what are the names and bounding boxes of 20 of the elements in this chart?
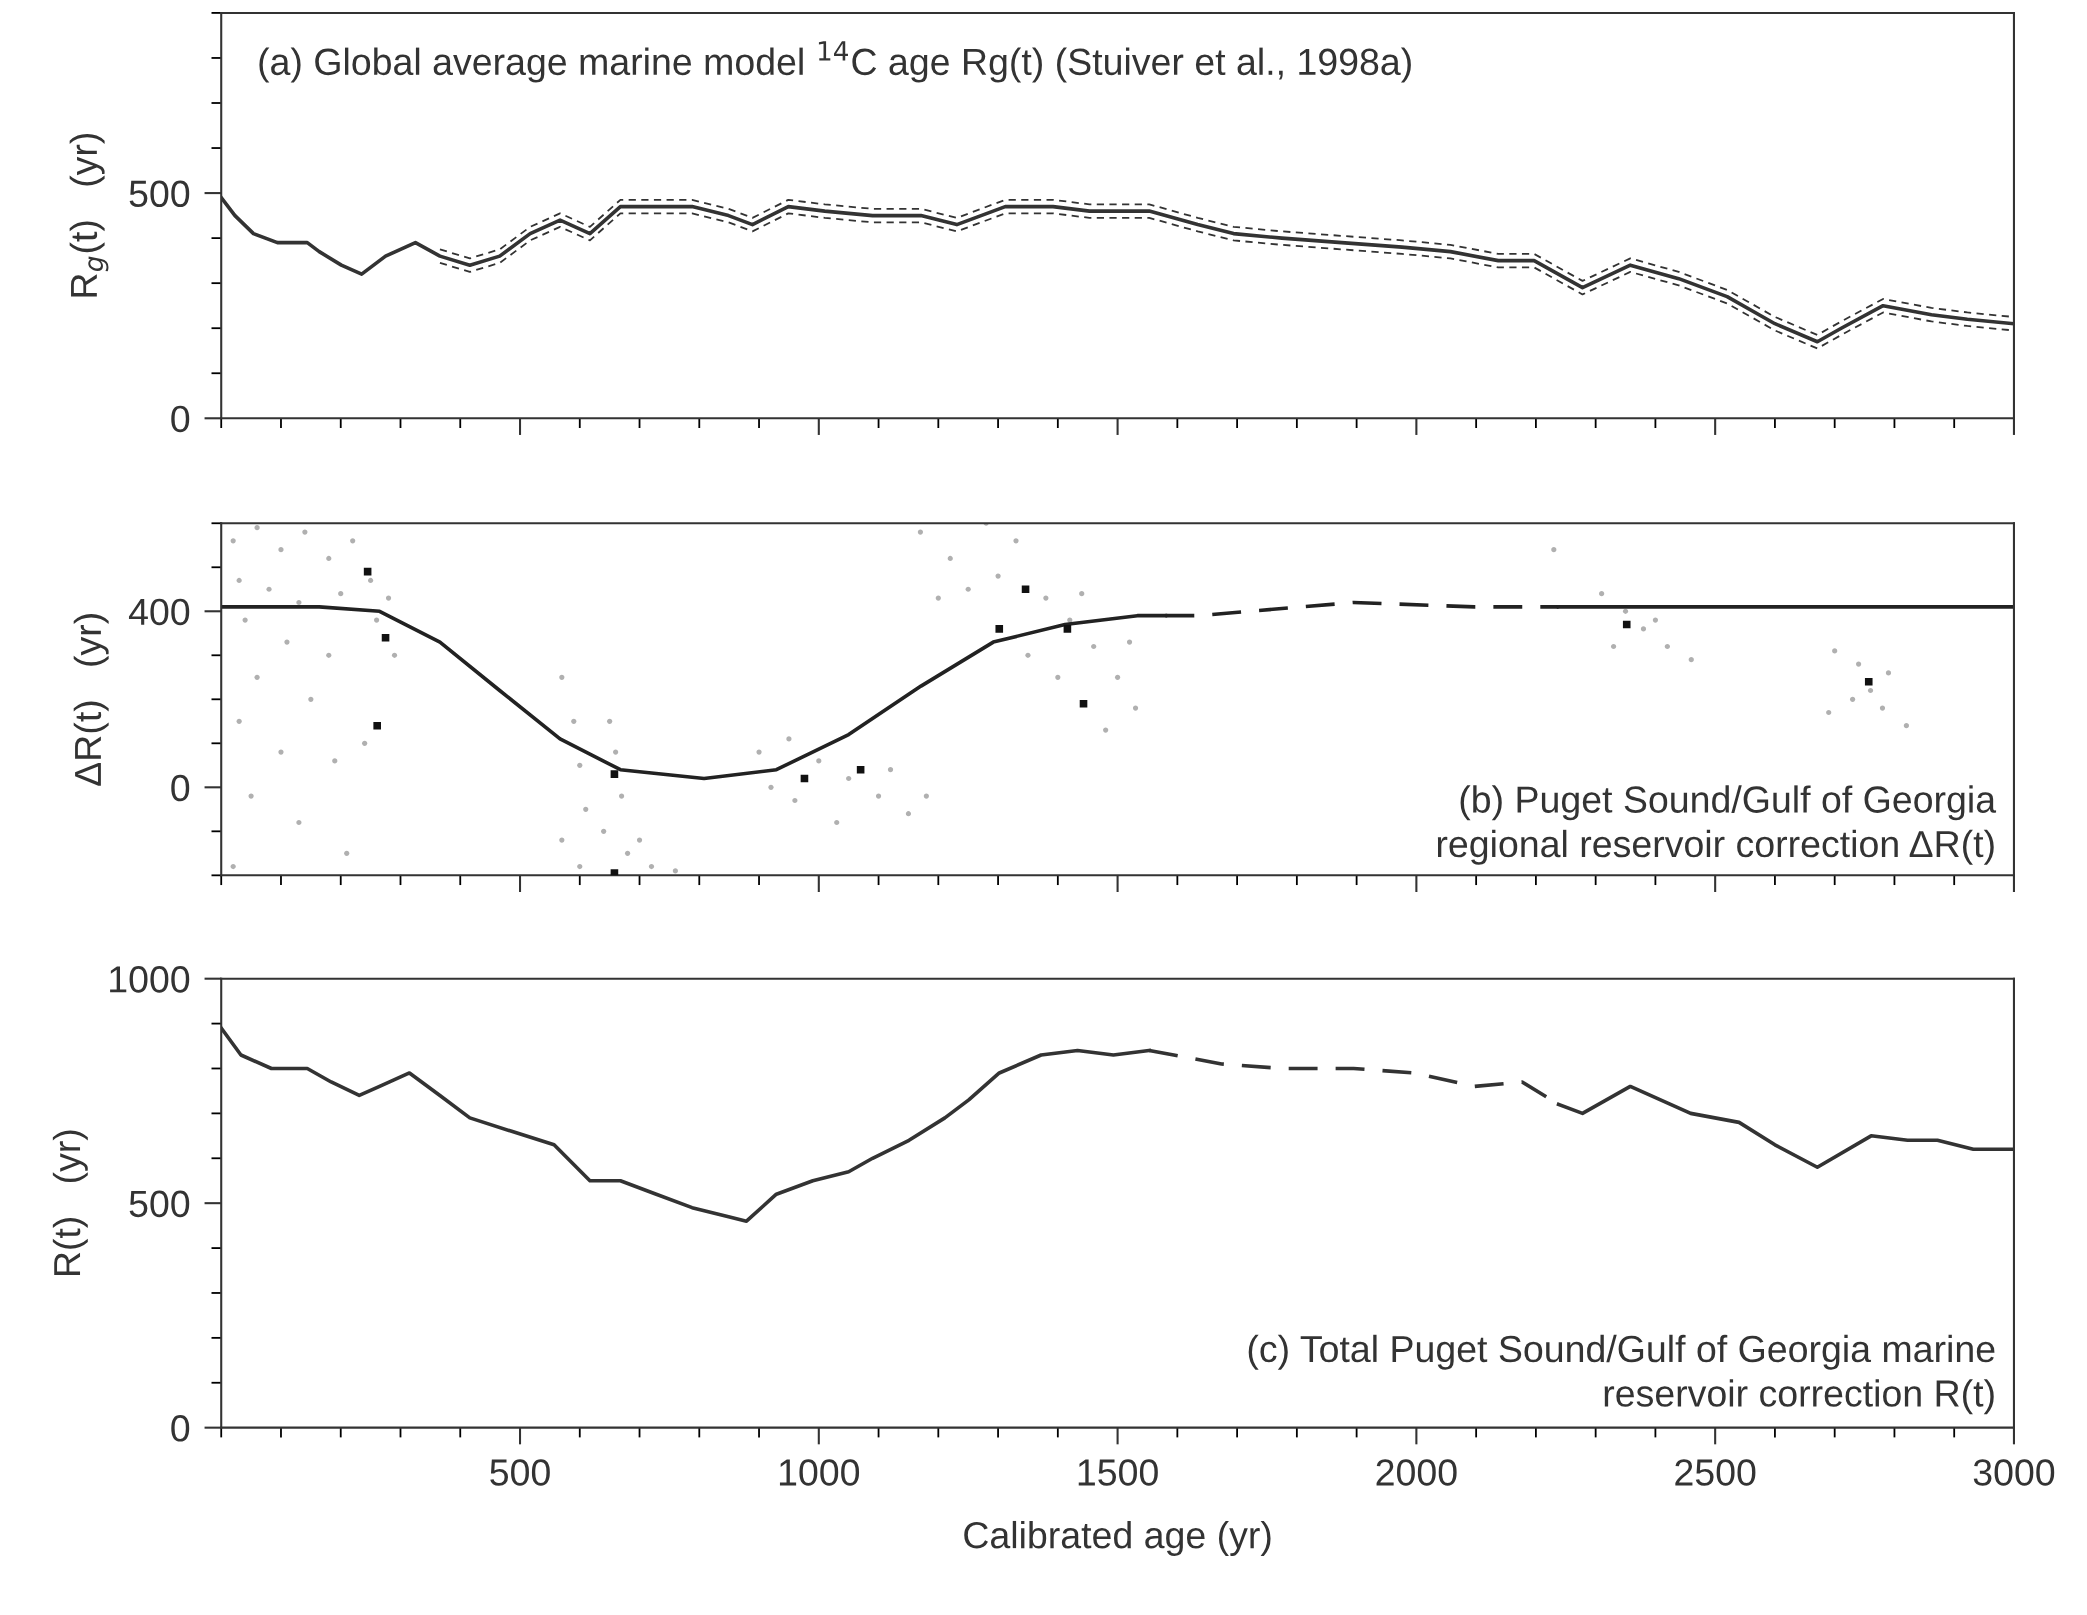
y-tick-label: 0 [171, 774, 190, 802]
x-tick-label: 3000 [1973, 1459, 2055, 1486]
x-tick-label: 1500 [1078, 1459, 1158, 1486]
y-tick-label: 0 [171, 1415, 190, 1442]
y-tick-label: 500 [129, 1190, 190, 1218]
y-tick-label: 0 [171, 405, 190, 433]
y-axis-title: R$_{g}$(t) (yr) [69, 133, 109, 297]
annotation: (c) Total Puget Sound/Gulf of Georgia marine reservoir correction R(t) [1248, 1334, 1995, 1415]
x-tick-label: 2000 [1376, 1459, 1457, 1486]
y-tick-label: 1000 [110, 966, 190, 993]
x-axis-title: Calibrated age (yr) [964, 1520, 1271, 1556]
y-tick-label: 500 [129, 180, 190, 208]
annotation: (a) Global average marine model $^{14}$C age Rg(t) (Stuiver et al., 1998a) [259, 41, 1411, 83]
x-tick-label: 500 [490, 1459, 550, 1486]
x-tick-label: 2500 [1675, 1459, 1756, 1486]
y-axis-title: R(t) (yr) [52, 1130, 88, 1276]
y-tick-label: 400 [128, 598, 190, 626]
x-tick-label: 1000 [779, 1459, 860, 1486]
y-axis-title: ΔR(t) (yr) [73, 614, 109, 786]
annotation: (b) Puget Sound/Gulf of Georgia regional reservoir correction ΔR(t) [1437, 785, 1997, 865]
